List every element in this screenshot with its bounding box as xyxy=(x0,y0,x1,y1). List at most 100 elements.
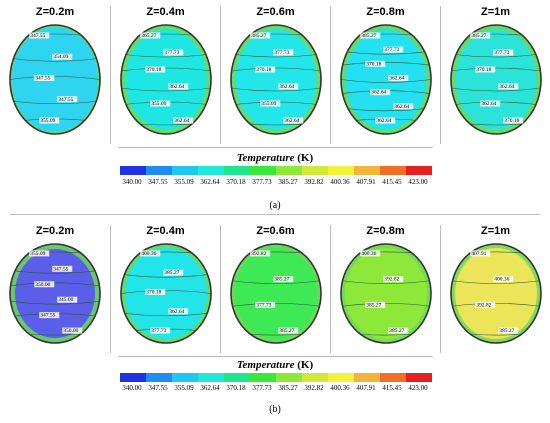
colorbar-ticks: 340.00 347.55 355.09 362.64 370.18 377.73 385.… xyxy=(119,178,431,186)
colorbar-swatch xyxy=(250,373,276,382)
iso-label: 385.27 xyxy=(389,328,404,334)
colorbar-tick: 362.64 xyxy=(200,178,220,186)
disc-fill xyxy=(121,25,211,134)
colorbar-swatch xyxy=(172,166,198,175)
iso-label: 355.09 xyxy=(151,101,166,107)
colorbar-tick: 415.45 xyxy=(382,384,402,392)
colorbar xyxy=(120,373,432,382)
isoline xyxy=(231,280,321,284)
iso-label: 400.36 xyxy=(141,251,156,257)
colorbar xyxy=(120,166,432,175)
colorbar-tick: 347.55 xyxy=(148,178,168,186)
colorbar-swatch xyxy=(354,373,380,382)
iso-label: 377.73 xyxy=(274,50,289,56)
isoline xyxy=(451,303,541,307)
iso-label: 370.18 xyxy=(504,118,519,124)
colorbar-swatch xyxy=(224,166,250,175)
isoline xyxy=(10,282,100,287)
iso-label: 362.64 xyxy=(279,84,294,90)
colorbar-title-text: Temperature xyxy=(236,359,295,371)
colorbar-tick: 347.55 xyxy=(148,384,168,392)
isoline xyxy=(451,87,541,92)
colorbar-tick: 362.64 xyxy=(200,384,220,392)
isoline xyxy=(231,303,321,307)
panel-b-4: Z=0.8m 400.36 392.82 385.27 385.27 xyxy=(330,225,440,353)
panel-b-1: Z=0.2m 355.09 347.55 350.00 345.00 347.55 350.… xyxy=(0,225,110,353)
iso-label: 365.27 xyxy=(141,33,156,39)
disc-fill xyxy=(10,25,100,134)
colorbar-tick: 423.00 xyxy=(408,178,428,186)
iso-label: 385.27 xyxy=(471,33,486,39)
colorbar-swatch xyxy=(250,166,276,175)
isoline xyxy=(121,312,211,317)
iso-label: 385.27 xyxy=(499,328,514,334)
colorbar-tick: 377.73 xyxy=(252,178,272,186)
colorbar-tick: 340.00 xyxy=(122,384,142,392)
colorbar-swatch xyxy=(354,166,380,175)
iso-label: 370.18 xyxy=(476,67,491,73)
iso-label: 385.27 xyxy=(361,33,376,39)
iso-label: 362.64 xyxy=(169,309,184,315)
iso-label: 377.73 xyxy=(494,50,509,56)
colorbar-swatch xyxy=(380,166,406,175)
z-label: Z=0.4m xyxy=(146,225,185,237)
isoline xyxy=(121,53,211,58)
isoline xyxy=(121,273,211,278)
iso-label: 385.27 xyxy=(251,33,266,39)
colorbar-tick: 355.09 xyxy=(174,178,194,186)
colorbar-tick: 370.18 xyxy=(226,178,246,186)
colorbar-title: Temperature (K) xyxy=(125,152,425,164)
iso-label: 377.73 xyxy=(151,328,166,334)
iso-label: 355.09 xyxy=(261,101,276,107)
isoline xyxy=(10,270,100,274)
colorbar-tick: 400.36 xyxy=(330,384,350,392)
z-label: Z=0.6m xyxy=(256,6,295,18)
isoline xyxy=(121,290,211,294)
colorbar-swatch xyxy=(276,166,302,175)
colorbar-swatch xyxy=(198,373,224,382)
contour-disc: 365.27 377.73 370.18 362.64 355.09 362.64 xyxy=(120,24,212,135)
iso-label: 385.27 xyxy=(279,328,294,334)
colorbar-tick: 355.09 xyxy=(174,384,194,392)
z-label: Z=1m xyxy=(480,225,511,237)
z-label: Z=0.8m xyxy=(366,6,405,18)
contour-disc: 385.27 377.73 370.18 362.64 362.64 370.18 xyxy=(450,24,542,135)
iso-label: 400.36 xyxy=(494,277,509,283)
iso-label: 362.64 xyxy=(284,118,299,124)
z-label: Z=0.2m xyxy=(35,6,75,18)
contour-disc: 407.91 400.36 392.82 385.27 xyxy=(450,243,542,344)
colorbar-swatch xyxy=(172,373,198,382)
colorbar-tick: 415.45 xyxy=(382,178,402,186)
caption-b: (b) xyxy=(269,404,281,415)
isoline xyxy=(10,57,100,62)
isoline xyxy=(451,53,541,58)
colorbar-ticks: 340.00 347.55 355.09 362.64 370.18 377.73 385.… xyxy=(119,384,431,392)
iso-label: 385.27 xyxy=(274,277,289,283)
contour-disc: 400.36 392.82 385.27 385.27 xyxy=(340,243,432,344)
iso-label: 362.64 xyxy=(389,76,404,82)
panel-a-4: Z=0.8m 385.27 377.73 370.18 362.64 362.64 362.… xyxy=(330,6,440,144)
contour-disc: 385.27 377.73 370.18 362.64 355.09 362.64 xyxy=(230,24,322,135)
isoline xyxy=(451,280,541,284)
isoline xyxy=(231,67,321,72)
panel-b-2: Z=0.4m 400.36 385.27 370.18 362.64 377.73 xyxy=(110,225,220,353)
isoline xyxy=(341,79,431,83)
z-label: Z=0.2m xyxy=(35,225,75,237)
iso-label: 407.91 xyxy=(471,251,486,257)
isoline xyxy=(341,303,431,307)
isoline xyxy=(10,300,100,305)
contour-disc: 355.09 347.55 350.00 345.00 347.55 350.00 xyxy=(9,243,101,344)
isoline xyxy=(121,87,211,92)
colorbar-tick: 423.00 xyxy=(408,384,428,392)
z-label: Z=0.6m xyxy=(256,225,295,237)
colorbar-swatch xyxy=(146,166,172,175)
panel-a-3: Z=0.6m 385.27 377.73 370.18 362.64 355.09 362.… xyxy=(220,6,330,144)
colorbar-swatch xyxy=(328,166,354,175)
iso-label: 377.73 xyxy=(256,302,271,308)
iso-label: 370.18 xyxy=(146,67,161,73)
iso-label: 347.55 xyxy=(35,76,50,82)
isoline xyxy=(341,50,431,55)
iso-label: 377.73 xyxy=(384,47,399,53)
iso-label: 362.64 xyxy=(481,101,496,107)
colorbar-swatch xyxy=(302,373,328,382)
